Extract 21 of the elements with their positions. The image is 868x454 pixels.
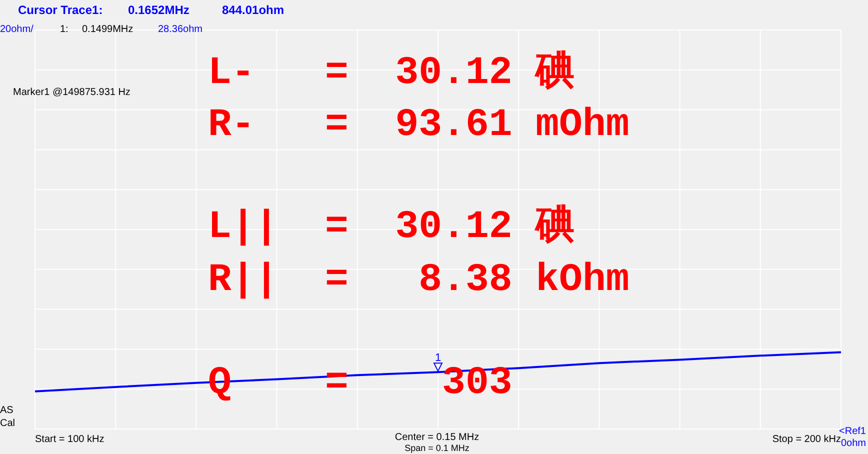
text: Span = 0.1 MHz <box>404 443 470 453</box>
text: 28.36ohm <box>158 24 202 35</box>
text: 1: <box>60 24 68 35</box>
text: R|| = 8.38 kOhm <box>208 258 630 302</box>
annotation: <Ref1 <box>839 426 866 437</box>
text: R- = 93.61 mOhm <box>208 103 630 147</box>
text: Marker1 @149875.931 Hz <box>13 87 130 98</box>
annotation: 1 <box>434 352 442 364</box>
text: 0.1652MHz <box>128 3 190 17</box>
text: Center = 0.15 MHz <box>394 432 480 443</box>
text: L|| = 30.12 碘 <box>208 204 575 249</box>
text: 0.1499MHz <box>82 24 134 35</box>
text: Cal <box>0 418 16 429</box>
text: Cursor Trace1: <box>18 3 103 17</box>
text: 0ohm <box>840 438 866 449</box>
text: 844.01ohm <box>222 3 284 17</box>
text: AS <box>0 405 14 416</box>
text: Stop = 200 kHz <box>772 434 841 445</box>
text: L- = 30.12 碘 <box>208 50 575 95</box>
text: 20ohm/ <box>0 24 34 35</box>
text: Start = 100 kHz <box>35 434 104 445</box>
